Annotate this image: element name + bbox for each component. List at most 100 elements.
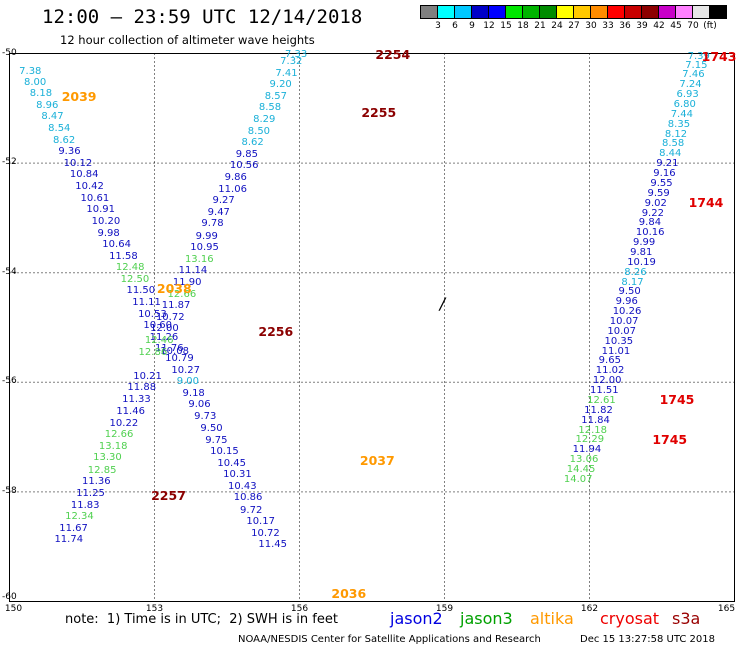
pass-time-label: 2255 [361,104,397,120]
pass-time-label: 2257 [151,488,186,504]
wave-height-obs: 6.80 [673,99,696,110]
pass-time-label: 1743 [701,49,737,65]
wave-height-obs: 9.21 [656,158,679,170]
wave-height-obs: 10.17 [246,516,275,528]
wave-height-obs: 10.72 [155,311,185,323]
colorbar-label: 15 [500,21,512,31]
wave-height-obs: 11.14 [178,265,208,277]
wave-height-obs: 8.54 [48,123,71,135]
colorbar-label: 9 [469,21,475,31]
footer-timestamp: Dec 15 13:27:58 UTC 2018 [580,634,715,645]
wave-height-obs: 9.47 [207,206,230,218]
pass-time-label: 2036 [331,586,367,602]
lat-tick-label: -60 [2,591,17,602]
wave-height-obs: 10.79 [165,352,194,364]
wave-height-obs: 11.90 [172,277,202,289]
pass-time-label: 1744 [688,194,724,210]
wave-height-obs: 8.96 [36,99,59,111]
wave-height-obs: 9.16 [653,168,676,180]
wave-height-obs: 11.84 [581,414,610,426]
wave-height-obs: 9.96 [615,296,638,308]
wave-height-obs: 10.21 [133,370,162,382]
wave-height-obs: 10.61 [80,192,110,204]
wave-height-obs: 7.46 [682,69,705,81]
legend-jason3: jason3 [460,609,513,628]
wave-height-obs: 9.02 [644,197,667,209]
wave-height-obs: 12.18 [578,424,608,436]
wave-height-obs: 11.83 [70,499,100,511]
wave-height-obs: 10.27 [171,364,201,376]
wave-height-obs: 8.58 [662,138,685,150]
pass-time-label: 2038 [156,281,192,297]
wave-height-obs: 9.27 [212,195,235,207]
wave-height-obs: 12.50 [120,273,150,285]
wave-height-obs: 10.43 [227,480,257,492]
lon-tick-label: 162 [580,604,599,614]
wave-height-obs: 10.12 [63,157,93,169]
pass-time-label: 2254 [375,46,411,62]
wave-height-obs: 11.36 [82,476,111,488]
wave-height-obs: 6.93 [676,89,699,101]
wave-height-obs: 8.26 [624,266,647,278]
wave-height-obs: 9.20 [269,79,292,91]
wave-height-obs: 11.82 [584,404,613,416]
wave-height-obs: 11.11 [132,296,161,308]
wave-height-obs: 10.64 [102,239,131,251]
wave-height-obs: 8.57 [264,90,287,102]
wave-height-obs: 12.00 [150,323,179,335]
map-frame [9,53,735,602]
pass-time-label: 2037 [359,452,395,468]
colorbar-label: (ft) [703,21,717,31]
map-title: 12:00 — 23:59 UTC 12/14/2018 [42,6,363,28]
wave-height-obs: 10.45 [217,457,246,469]
wave-height-obs: 12.46 [144,335,174,347]
colorbar-label: 30 [585,21,597,31]
wave-height-obs: 9.85 [235,148,258,160]
wave-height-obs: 10.08 [160,346,189,358]
wave-height-obs: 10.84 [69,169,99,181]
wave-height-obs: 14.45 [566,463,596,475]
wave-height-obs: 11.94 [572,444,602,456]
wave-height-obs: 11.76 [154,342,184,354]
colorbar-label: 3 [435,21,441,31]
wave-height-obs: 11.74 [54,534,84,546]
wave-height-obs: 10.60 [143,320,173,332]
lat-tick-label: -58 [2,485,17,496]
wave-height-obs: 9.73 [194,411,217,423]
wave-height-obs: 8.50 [247,125,271,137]
wave-height-obs: 10.07 [607,325,637,337]
wave-height-obs: 8.58 [258,102,282,114]
wave-height-obs: 11.58 [109,250,138,262]
colorbar-label: 70 [687,21,699,31]
wave-height-obs: 10.31 [223,469,252,481]
wave-height-obs: 10.91 [86,204,115,216]
wave-height-colorbar [420,5,727,19]
wave-height-obs: 10.53 [138,308,167,320]
wave-height-obs: 9.00 [176,376,199,388]
lat-tick-label: -50 [2,47,17,58]
wave-height-obs: 12.66 [104,429,134,441]
lon-tick-label: 153 [145,604,164,614]
legend-altika: altika [530,609,574,628]
wave-height-obs: 10.20 [91,215,121,227]
wave-height-obs: 12.85 [87,464,117,476]
wave-height-obs: 10.15 [210,446,239,458]
wave-height-obs: 11.25 [76,488,105,500]
wave-height-obs: 8.35 [667,118,691,130]
wave-height-obs: 9.50 [200,423,223,435]
colorbar-label: 18 [517,21,529,31]
pass-time-label: 1745 [652,431,688,447]
colorbar-label: 33 [602,21,614,31]
pass-time-label: 2256 [258,323,294,339]
wave-height-obs: 10.22 [109,417,139,429]
lon-tick-label: 159 [435,604,454,614]
wave-height-obs: 11.87 [161,300,191,312]
wave-height-obs: 7.44 [670,108,693,120]
wave-height-obs: 10.95 [190,242,219,254]
colorbar-label: 24 [551,21,563,31]
lat-tick-label: -56 [2,376,17,387]
wave-height-obs: 7.38 [19,65,42,77]
wave-height-obs: 10.42 [75,181,104,193]
